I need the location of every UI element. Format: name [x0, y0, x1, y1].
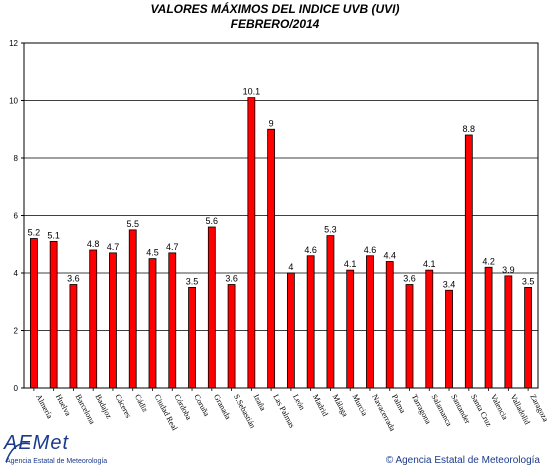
bar — [49, 240, 58, 389]
x-category-label: Cádiz — [133, 393, 150, 414]
bar — [29, 238, 38, 389]
x-category-label: Cáceres — [113, 393, 133, 420]
y-tick-label: 12 — [9, 39, 18, 48]
value-label: 4.2 — [482, 256, 495, 266]
logo-arc-icon — [5, 442, 31, 463]
bar — [247, 97, 256, 389]
value-label: 10.1 — [243, 87, 261, 97]
y-tick-label: 8 — [14, 154, 19, 163]
bar — [445, 289, 453, 389]
value-label: 4.4 — [383, 251, 396, 261]
bar — [69, 284, 78, 389]
value-label: 3.6 — [67, 274, 80, 284]
value-label: 4.7 — [166, 242, 179, 252]
bar — [385, 261, 394, 389]
value-label: 4.5 — [146, 248, 159, 258]
value-label: 5.2 — [28, 228, 41, 238]
bar — [306, 255, 315, 389]
aemet-logo: AEMet Agencia Estatal de Meteorología — [4, 432, 114, 472]
bar — [326, 235, 335, 389]
x-category-label: Almería — [34, 393, 54, 421]
value-label: 4.1 — [423, 259, 436, 269]
bar — [504, 275, 513, 389]
bar — [89, 249, 98, 389]
bar — [484, 266, 493, 389]
value-label: 4.8 — [87, 239, 100, 249]
bar — [346, 269, 355, 389]
logo-mark: AEMet — [4, 432, 70, 454]
x-category-label: Huelva — [54, 393, 73, 418]
bar — [227, 284, 236, 389]
x-category-label: Barcelona — [74, 393, 97, 426]
bar — [524, 286, 533, 389]
value-label: 4.6 — [304, 245, 317, 255]
value-label: 3.6 — [225, 274, 238, 284]
x-category-label: Córdoba — [173, 393, 194, 422]
value-label: 5.6 — [206, 216, 219, 226]
value-label: 3.6 — [403, 274, 416, 284]
bar — [207, 226, 216, 389]
chart-title: VALORES MÁXIMOS DEL INDICE UVB (UVI) — [150, 2, 400, 16]
x-category-label: Granada — [212, 393, 233, 422]
bar — [128, 229, 137, 389]
value-label: 4 — [288, 262, 293, 272]
chart-subtitle: FEBRERO/2014 — [230, 17, 320, 31]
bar — [286, 272, 295, 389]
value-label: 4.7 — [107, 242, 120, 252]
x-category-label: Palma — [390, 393, 408, 415]
value-label: 4.1 — [344, 259, 357, 269]
value-label: 5.1 — [47, 230, 60, 240]
y-tick-label: 4 — [14, 269, 19, 278]
bar — [188, 286, 196, 389]
x-category-label: Coruña — [192, 393, 211, 418]
x-category-label: Tarragona — [410, 393, 433, 426]
value-label: 3.4 — [443, 279, 456, 289]
value-label: 5.3 — [324, 225, 337, 235]
value-label: 5.5 — [126, 219, 139, 229]
x-category-label: Valencia — [489, 393, 510, 422]
bar — [109, 252, 117, 389]
value-label: 3.5 — [186, 276, 199, 286]
x-category-label: Málaga — [331, 393, 350, 419]
value-label: 4.6 — [364, 245, 377, 255]
y-tick-label: 10 — [9, 97, 18, 106]
x-category-label: Valladolid — [509, 393, 532, 426]
value-label: 8.8 — [463, 124, 476, 134]
bar — [267, 128, 276, 389]
copyright-text: © Agencia Estatal de Meteorología — [385, 455, 540, 466]
bar — [405, 284, 414, 389]
x-category-label: Murcia — [350, 393, 369, 418]
bar — [366, 255, 374, 389]
bar — [148, 258, 157, 389]
y-tick-label: 0 — [14, 384, 19, 393]
bar — [168, 252, 177, 389]
y-tick-label: 2 — [14, 327, 19, 336]
x-category-label: Madrid — [311, 393, 330, 418]
bar — [464, 134, 473, 389]
bar — [425, 269, 434, 389]
value-label: 9 — [269, 118, 274, 128]
x-category-label: Izaña — [252, 393, 268, 413]
value-label: 3.9 — [502, 265, 515, 275]
value-label: 3.5 — [522, 276, 535, 286]
y-tick-label: 6 — [14, 212, 19, 221]
x-category-label: Badajoz — [93, 393, 113, 421]
logo-subtitle: Agencia Estatal de Meteorología — [6, 458, 108, 465]
x-category-label: León — [291, 393, 307, 412]
